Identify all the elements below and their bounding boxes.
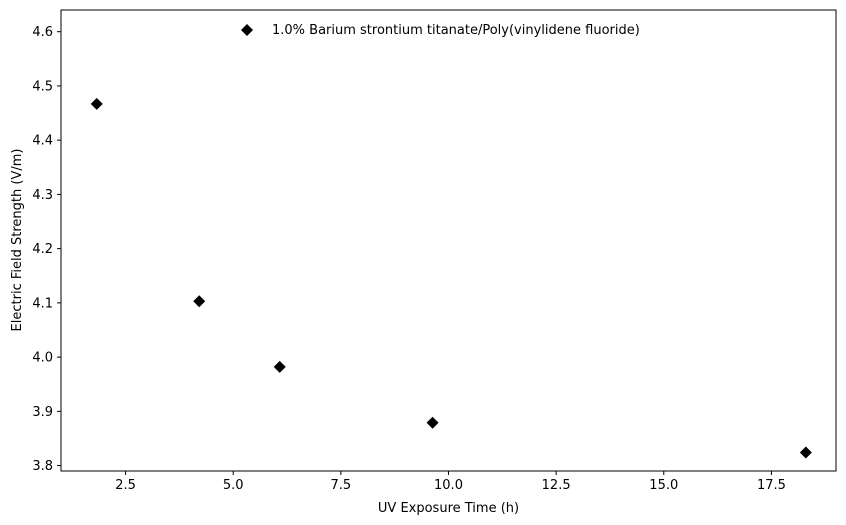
data-point (193, 295, 206, 308)
x-axis: 2.5 5.0 7.5 10.0 12.5 15.0 17.5 (115, 471, 786, 493)
x-tick-label: 2.5 (115, 478, 136, 493)
plot-marks (90, 97, 812, 459)
y-axis-label: Electric Field Strength (V/m) (10, 149, 25, 332)
x-tick-label: 7.5 (331, 478, 352, 493)
y-tick-label: 4.6 (32, 25, 53, 40)
y-tick-label: 4.0 (32, 351, 53, 366)
y-tick-label: 4.1 (32, 296, 53, 311)
y-tick-label: 4.3 (32, 188, 53, 203)
plot-frame (60, 9, 837, 472)
x-tick-label: 12.5 (542, 478, 571, 493)
y-axis: 3.8 3.9 4.0 4.1 4.2 4.3 4.4 4.5 4.6 (32, 25, 61, 474)
x-tick-label: 10.0 (434, 478, 463, 493)
data-point (273, 360, 286, 373)
data-point (90, 97, 103, 110)
y-tick-label: 3.8 (32, 459, 53, 474)
y-tick-label: 3.9 (32, 405, 53, 420)
x-tick-label: 5.0 (223, 478, 244, 493)
data-point (426, 416, 439, 429)
x-tick-label: 17.5 (757, 478, 786, 493)
y-tick-label: 4.4 (32, 134, 53, 149)
x-axis-label: UV Exposure Time (h) (378, 501, 519, 516)
data-point (799, 446, 812, 459)
legend: 1.0% Barium strontium titanate/Poly(viny… (241, 23, 640, 38)
y-tick-label: 4.2 (32, 242, 53, 257)
legend-label: 1.0% Barium strontium titanate/Poly(viny… (272, 23, 640, 38)
x-tick-label: 15.0 (649, 478, 678, 493)
y-tick-label: 4.5 (32, 79, 53, 94)
legend-marker-diamond (241, 24, 253, 36)
